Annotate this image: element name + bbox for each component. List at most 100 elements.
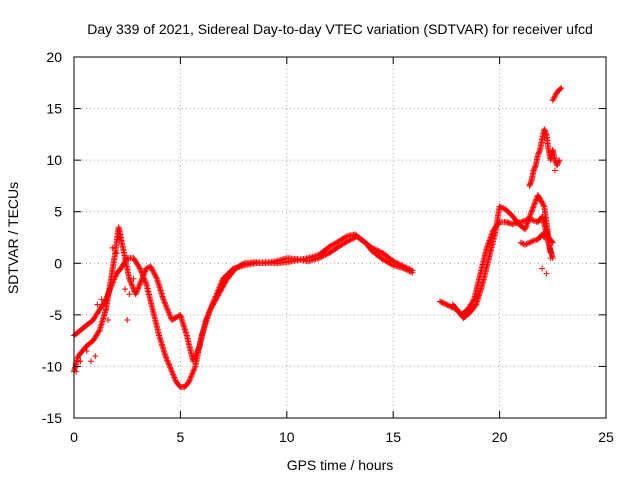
track-b-point bbox=[212, 294, 219, 301]
spikes-point bbox=[109, 244, 116, 251]
track-a-point bbox=[191, 366, 198, 373]
track-d-point bbox=[472, 302, 479, 309]
track-c-point bbox=[487, 236, 494, 243]
y-tick-label: 5 bbox=[54, 204, 62, 220]
track-b-point bbox=[406, 266, 413, 273]
track-b-point bbox=[190, 356, 197, 363]
track-b-point bbox=[190, 358, 197, 365]
track-b-point bbox=[206, 308, 213, 315]
track-b-point bbox=[126, 277, 133, 284]
track-d-point bbox=[497, 204, 504, 211]
y-tick-label: 20 bbox=[46, 49, 62, 65]
track-b-point bbox=[153, 274, 160, 281]
track-d-point bbox=[548, 238, 555, 245]
track-a-point bbox=[189, 370, 196, 377]
track-f-point bbox=[555, 159, 562, 166]
track-b-point bbox=[140, 271, 147, 278]
spikes-point bbox=[94, 301, 101, 308]
track-b-point bbox=[139, 274, 146, 281]
track-d-point bbox=[525, 217, 532, 224]
track-b-point bbox=[136, 281, 143, 288]
track-a-point bbox=[163, 354, 170, 361]
track-e-point bbox=[519, 240, 526, 247]
track-b-point bbox=[214, 289, 221, 296]
track-c-point bbox=[440, 300, 447, 307]
track-d-point bbox=[522, 226, 529, 233]
track-b-point bbox=[195, 344, 202, 351]
track-b-point bbox=[371, 246, 378, 253]
track-f-point bbox=[554, 161, 561, 168]
track-c-point bbox=[485, 238, 492, 245]
track-g-point bbox=[550, 95, 557, 102]
track-a-point bbox=[165, 360, 172, 367]
track-d-point bbox=[500, 205, 507, 212]
track-c-point bbox=[486, 237, 493, 244]
track-g-point bbox=[551, 94, 558, 101]
track-a-point bbox=[136, 265, 143, 272]
track-d-point bbox=[523, 221, 530, 228]
track-c-point bbox=[438, 299, 445, 306]
track-b-point bbox=[129, 282, 136, 289]
track-b-point bbox=[204, 314, 211, 321]
x-tick-label: 5 bbox=[177, 429, 185, 445]
track-g-point bbox=[557, 85, 564, 92]
track-a-point bbox=[189, 369, 196, 376]
track-d-point bbox=[524, 218, 531, 225]
spikes-point bbox=[543, 270, 550, 277]
track-a-point bbox=[191, 364, 198, 371]
track-f-point bbox=[542, 128, 549, 135]
track-b-point bbox=[193, 351, 200, 358]
track-c-point bbox=[443, 301, 450, 308]
track-b-point bbox=[139, 275, 146, 282]
x-tick-label: 20 bbox=[492, 429, 508, 445]
track-d-point bbox=[539, 199, 546, 206]
track-d-point bbox=[529, 205, 536, 212]
spikes-point bbox=[83, 347, 90, 354]
track-e-point bbox=[526, 239, 533, 246]
track-b-point bbox=[342, 234, 349, 241]
track-a-point bbox=[190, 367, 197, 374]
track-c-point bbox=[439, 299, 446, 306]
track-c-point bbox=[444, 302, 451, 309]
y-tick-label: 15 bbox=[46, 101, 62, 117]
track-b-point bbox=[394, 260, 401, 267]
track-b-point bbox=[207, 305, 214, 312]
track-b-point bbox=[191, 355, 198, 362]
track-c-point bbox=[442, 300, 449, 307]
track-b-point bbox=[398, 262, 405, 269]
track-b-point bbox=[212, 293, 219, 300]
track-b-point bbox=[192, 352, 199, 359]
y-axis-label: SDTVAR / TECUs bbox=[5, 182, 21, 294]
track-b-point bbox=[399, 262, 406, 269]
track-f-point bbox=[531, 166, 538, 173]
track-b-point bbox=[372, 246, 379, 253]
track-a-point bbox=[170, 373, 177, 380]
track-b-point bbox=[210, 297, 217, 304]
track-a-point bbox=[164, 358, 171, 365]
track-f-point bbox=[526, 181, 533, 188]
track-f-point bbox=[534, 151, 541, 158]
track-a-point bbox=[137, 266, 144, 273]
track-a-point bbox=[187, 376, 194, 383]
track-a-point bbox=[323, 251, 330, 258]
track-f-point bbox=[554, 162, 561, 169]
track-b-point bbox=[374, 247, 381, 254]
x-axis-label: GPS time / hours bbox=[287, 457, 394, 473]
y-tick-label: -5 bbox=[50, 307, 63, 323]
track-b-point bbox=[152, 273, 159, 280]
track-f-point bbox=[535, 150, 542, 157]
track-b-point bbox=[138, 277, 145, 284]
track-d-point bbox=[535, 193, 542, 200]
spikes-point bbox=[124, 317, 131, 324]
track-d-point bbox=[525, 216, 532, 223]
track-a-point bbox=[167, 365, 174, 372]
track-a-point bbox=[171, 374, 178, 381]
spikes-point bbox=[117, 234, 124, 241]
spikes-point bbox=[126, 291, 133, 298]
track-b-point bbox=[392, 259, 399, 266]
track-b-point bbox=[207, 306, 214, 313]
track-d-point bbox=[530, 204, 537, 211]
track-b-point bbox=[395, 260, 402, 267]
track-b-point bbox=[403, 264, 410, 271]
